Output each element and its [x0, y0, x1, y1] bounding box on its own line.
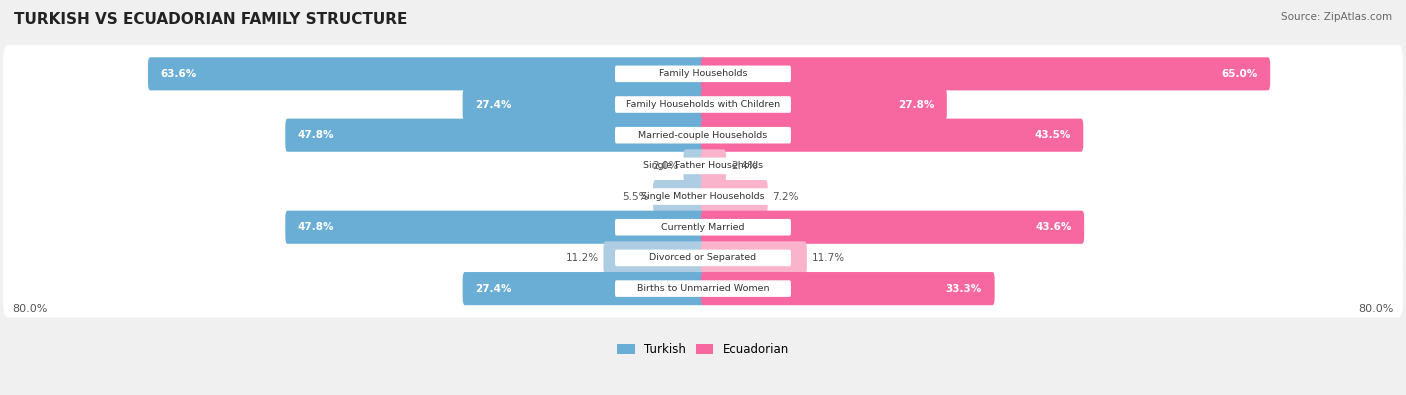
FancyBboxPatch shape [700, 57, 1270, 90]
FancyBboxPatch shape [3, 260, 1403, 318]
Text: Divorced or Separated: Divorced or Separated [650, 254, 756, 262]
FancyBboxPatch shape [3, 229, 1403, 287]
Text: Married-couple Households: Married-couple Households [638, 131, 768, 140]
FancyBboxPatch shape [3, 106, 1403, 164]
Text: 33.3%: 33.3% [946, 284, 981, 293]
FancyBboxPatch shape [614, 127, 792, 143]
FancyBboxPatch shape [463, 272, 706, 305]
Text: Currently Married: Currently Married [661, 223, 745, 232]
Text: Single Father Households: Single Father Households [643, 162, 763, 170]
Text: 27.8%: 27.8% [898, 100, 934, 109]
Text: 2.4%: 2.4% [731, 161, 758, 171]
Text: 47.8%: 47.8% [298, 222, 335, 232]
FancyBboxPatch shape [614, 158, 792, 174]
FancyBboxPatch shape [3, 76, 1403, 134]
Text: Family Households: Family Households [659, 70, 747, 78]
Text: 47.8%: 47.8% [298, 130, 335, 140]
Text: 80.0%: 80.0% [1358, 303, 1395, 314]
Text: 5.5%: 5.5% [621, 192, 648, 201]
FancyBboxPatch shape [614, 280, 792, 297]
Text: 65.0%: 65.0% [1222, 69, 1257, 79]
FancyBboxPatch shape [3, 45, 1403, 103]
FancyBboxPatch shape [285, 211, 706, 244]
FancyBboxPatch shape [285, 118, 706, 152]
FancyBboxPatch shape [700, 272, 994, 305]
Text: 80.0%: 80.0% [11, 303, 48, 314]
Text: Family Households with Children: Family Households with Children [626, 100, 780, 109]
FancyBboxPatch shape [700, 241, 807, 275]
FancyBboxPatch shape [652, 180, 706, 213]
FancyBboxPatch shape [614, 250, 792, 266]
FancyBboxPatch shape [614, 188, 792, 205]
Text: 27.4%: 27.4% [475, 100, 512, 109]
FancyBboxPatch shape [3, 198, 1403, 256]
FancyBboxPatch shape [603, 241, 706, 275]
FancyBboxPatch shape [700, 180, 768, 213]
Text: 2.0%: 2.0% [652, 161, 679, 171]
Text: 27.4%: 27.4% [475, 284, 512, 293]
Text: 43.5%: 43.5% [1035, 130, 1071, 140]
Text: Births to Unmarried Women: Births to Unmarried Women [637, 284, 769, 293]
FancyBboxPatch shape [700, 149, 725, 182]
Text: 7.2%: 7.2% [772, 192, 799, 201]
FancyBboxPatch shape [614, 66, 792, 82]
FancyBboxPatch shape [3, 168, 1403, 226]
FancyBboxPatch shape [700, 118, 1083, 152]
Legend: Turkish, Ecuadorian: Turkish, Ecuadorian [613, 339, 793, 361]
FancyBboxPatch shape [3, 137, 1403, 195]
Text: 11.2%: 11.2% [565, 253, 599, 263]
Text: 43.6%: 43.6% [1035, 222, 1071, 232]
Text: TURKISH VS ECUADORIAN FAMILY STRUCTURE: TURKISH VS ECUADORIAN FAMILY STRUCTURE [14, 12, 408, 27]
FancyBboxPatch shape [614, 96, 792, 113]
FancyBboxPatch shape [463, 88, 706, 121]
FancyBboxPatch shape [683, 149, 706, 182]
FancyBboxPatch shape [148, 57, 706, 90]
FancyBboxPatch shape [614, 219, 792, 235]
Text: 11.7%: 11.7% [811, 253, 845, 263]
Text: 63.6%: 63.6% [160, 69, 197, 79]
Text: Single Mother Households: Single Mother Households [641, 192, 765, 201]
FancyBboxPatch shape [700, 211, 1084, 244]
FancyBboxPatch shape [700, 88, 946, 121]
Text: Source: ZipAtlas.com: Source: ZipAtlas.com [1281, 12, 1392, 22]
